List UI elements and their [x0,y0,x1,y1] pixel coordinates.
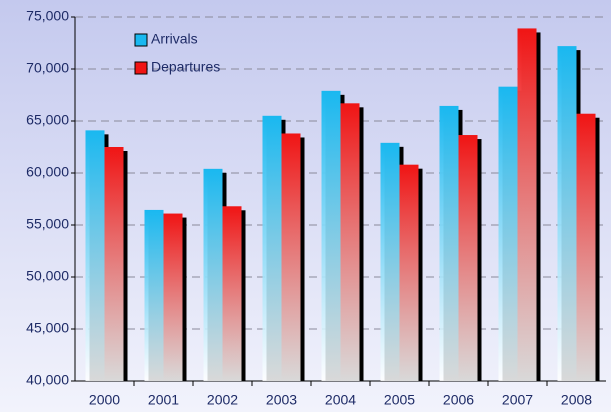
x-tick-label: 2008 [561,392,592,408]
bar [380,142,400,381]
x-tick-label: 2006 [443,392,474,408]
x-tick-label: 2001 [148,392,179,408]
x-tick-label: 2004 [325,392,356,408]
bar [340,103,360,381]
bar [576,113,596,381]
y-tick-label: 60,000 [26,164,69,180]
x-tick-label: 2003 [266,392,297,408]
x-tick-label: 2005 [384,392,415,408]
bar [321,90,341,381]
x-tick-label: 2002 [207,392,238,408]
bar [85,130,105,381]
bar [498,86,518,382]
y-tick-label: 45,000 [26,320,69,336]
bar [144,209,164,381]
bar [163,213,183,381]
x-tick-label: 2007 [502,392,533,408]
bar [281,133,301,381]
bar [203,168,223,381]
bar [458,135,478,381]
bar [557,46,577,382]
bar [222,206,242,381]
bar [439,105,459,382]
y-tick-label: 75,000 [26,8,69,24]
bar [104,147,124,381]
legend-label: Arrivals [151,31,198,47]
y-tick-label: 65,000 [26,112,69,128]
y-tick-label: 70,000 [26,60,69,76]
bar [399,164,419,381]
legend-swatch [134,33,148,47]
x-tick-label: 2000 [89,392,120,408]
bar [262,115,282,382]
legend-label: Departures [151,59,220,75]
bar [517,28,537,381]
legend-swatch [134,61,148,75]
y-tick-label: 55,000 [26,216,69,232]
y-tick-label: 40,000 [26,372,69,388]
y-tick-label: 50,000 [26,268,69,284]
